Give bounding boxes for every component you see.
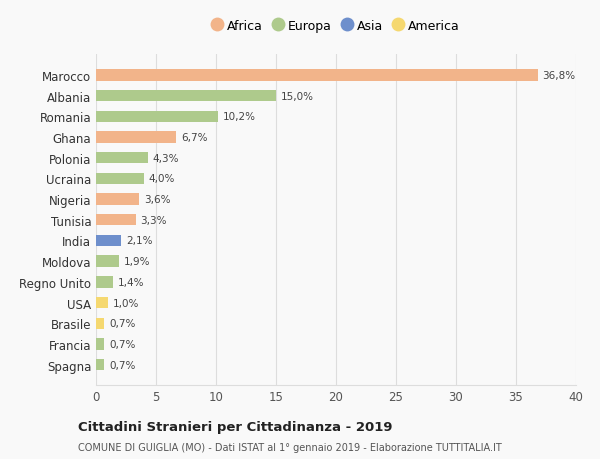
Text: 3,6%: 3,6% <box>144 195 170 205</box>
Text: 15,0%: 15,0% <box>281 91 314 101</box>
Bar <box>96 235 121 246</box>
Text: 3,3%: 3,3% <box>140 215 167 225</box>
Bar <box>96 174 144 185</box>
Bar <box>96 339 104 350</box>
Legend: Africa, Europa, Asia, America: Africa, Europa, Asia, America <box>207 15 465 38</box>
Text: 4,0%: 4,0% <box>149 174 175 184</box>
Text: 0,7%: 0,7% <box>109 319 136 329</box>
Text: 36,8%: 36,8% <box>542 71 575 81</box>
Text: 1,4%: 1,4% <box>118 277 144 287</box>
Text: 6,7%: 6,7% <box>181 133 208 143</box>
Bar <box>96 112 218 123</box>
Bar <box>96 132 176 143</box>
Text: 10,2%: 10,2% <box>223 112 256 122</box>
Text: COMUNE DI GUIGLIA (MO) - Dati ISTAT al 1° gennaio 2019 - Elaborazione TUTTITALIA: COMUNE DI GUIGLIA (MO) - Dati ISTAT al 1… <box>78 442 502 452</box>
Bar <box>96 359 104 370</box>
Bar <box>96 153 148 164</box>
Text: Cittadini Stranieri per Cittadinanza - 2019: Cittadini Stranieri per Cittadinanza - 2… <box>78 420 392 433</box>
Text: 1,0%: 1,0% <box>113 298 139 308</box>
Text: 2,1%: 2,1% <box>126 236 152 246</box>
Text: 4,3%: 4,3% <box>152 153 179 163</box>
Text: 0,7%: 0,7% <box>109 360 136 370</box>
Bar <box>96 256 119 267</box>
Bar <box>96 215 136 226</box>
Bar <box>96 297 108 308</box>
Bar <box>96 277 113 288</box>
Text: 0,7%: 0,7% <box>109 339 136 349</box>
Bar <box>96 70 538 81</box>
Bar <box>96 318 104 329</box>
Text: 1,9%: 1,9% <box>124 257 150 267</box>
Bar <box>96 91 276 102</box>
Bar <box>96 194 139 205</box>
